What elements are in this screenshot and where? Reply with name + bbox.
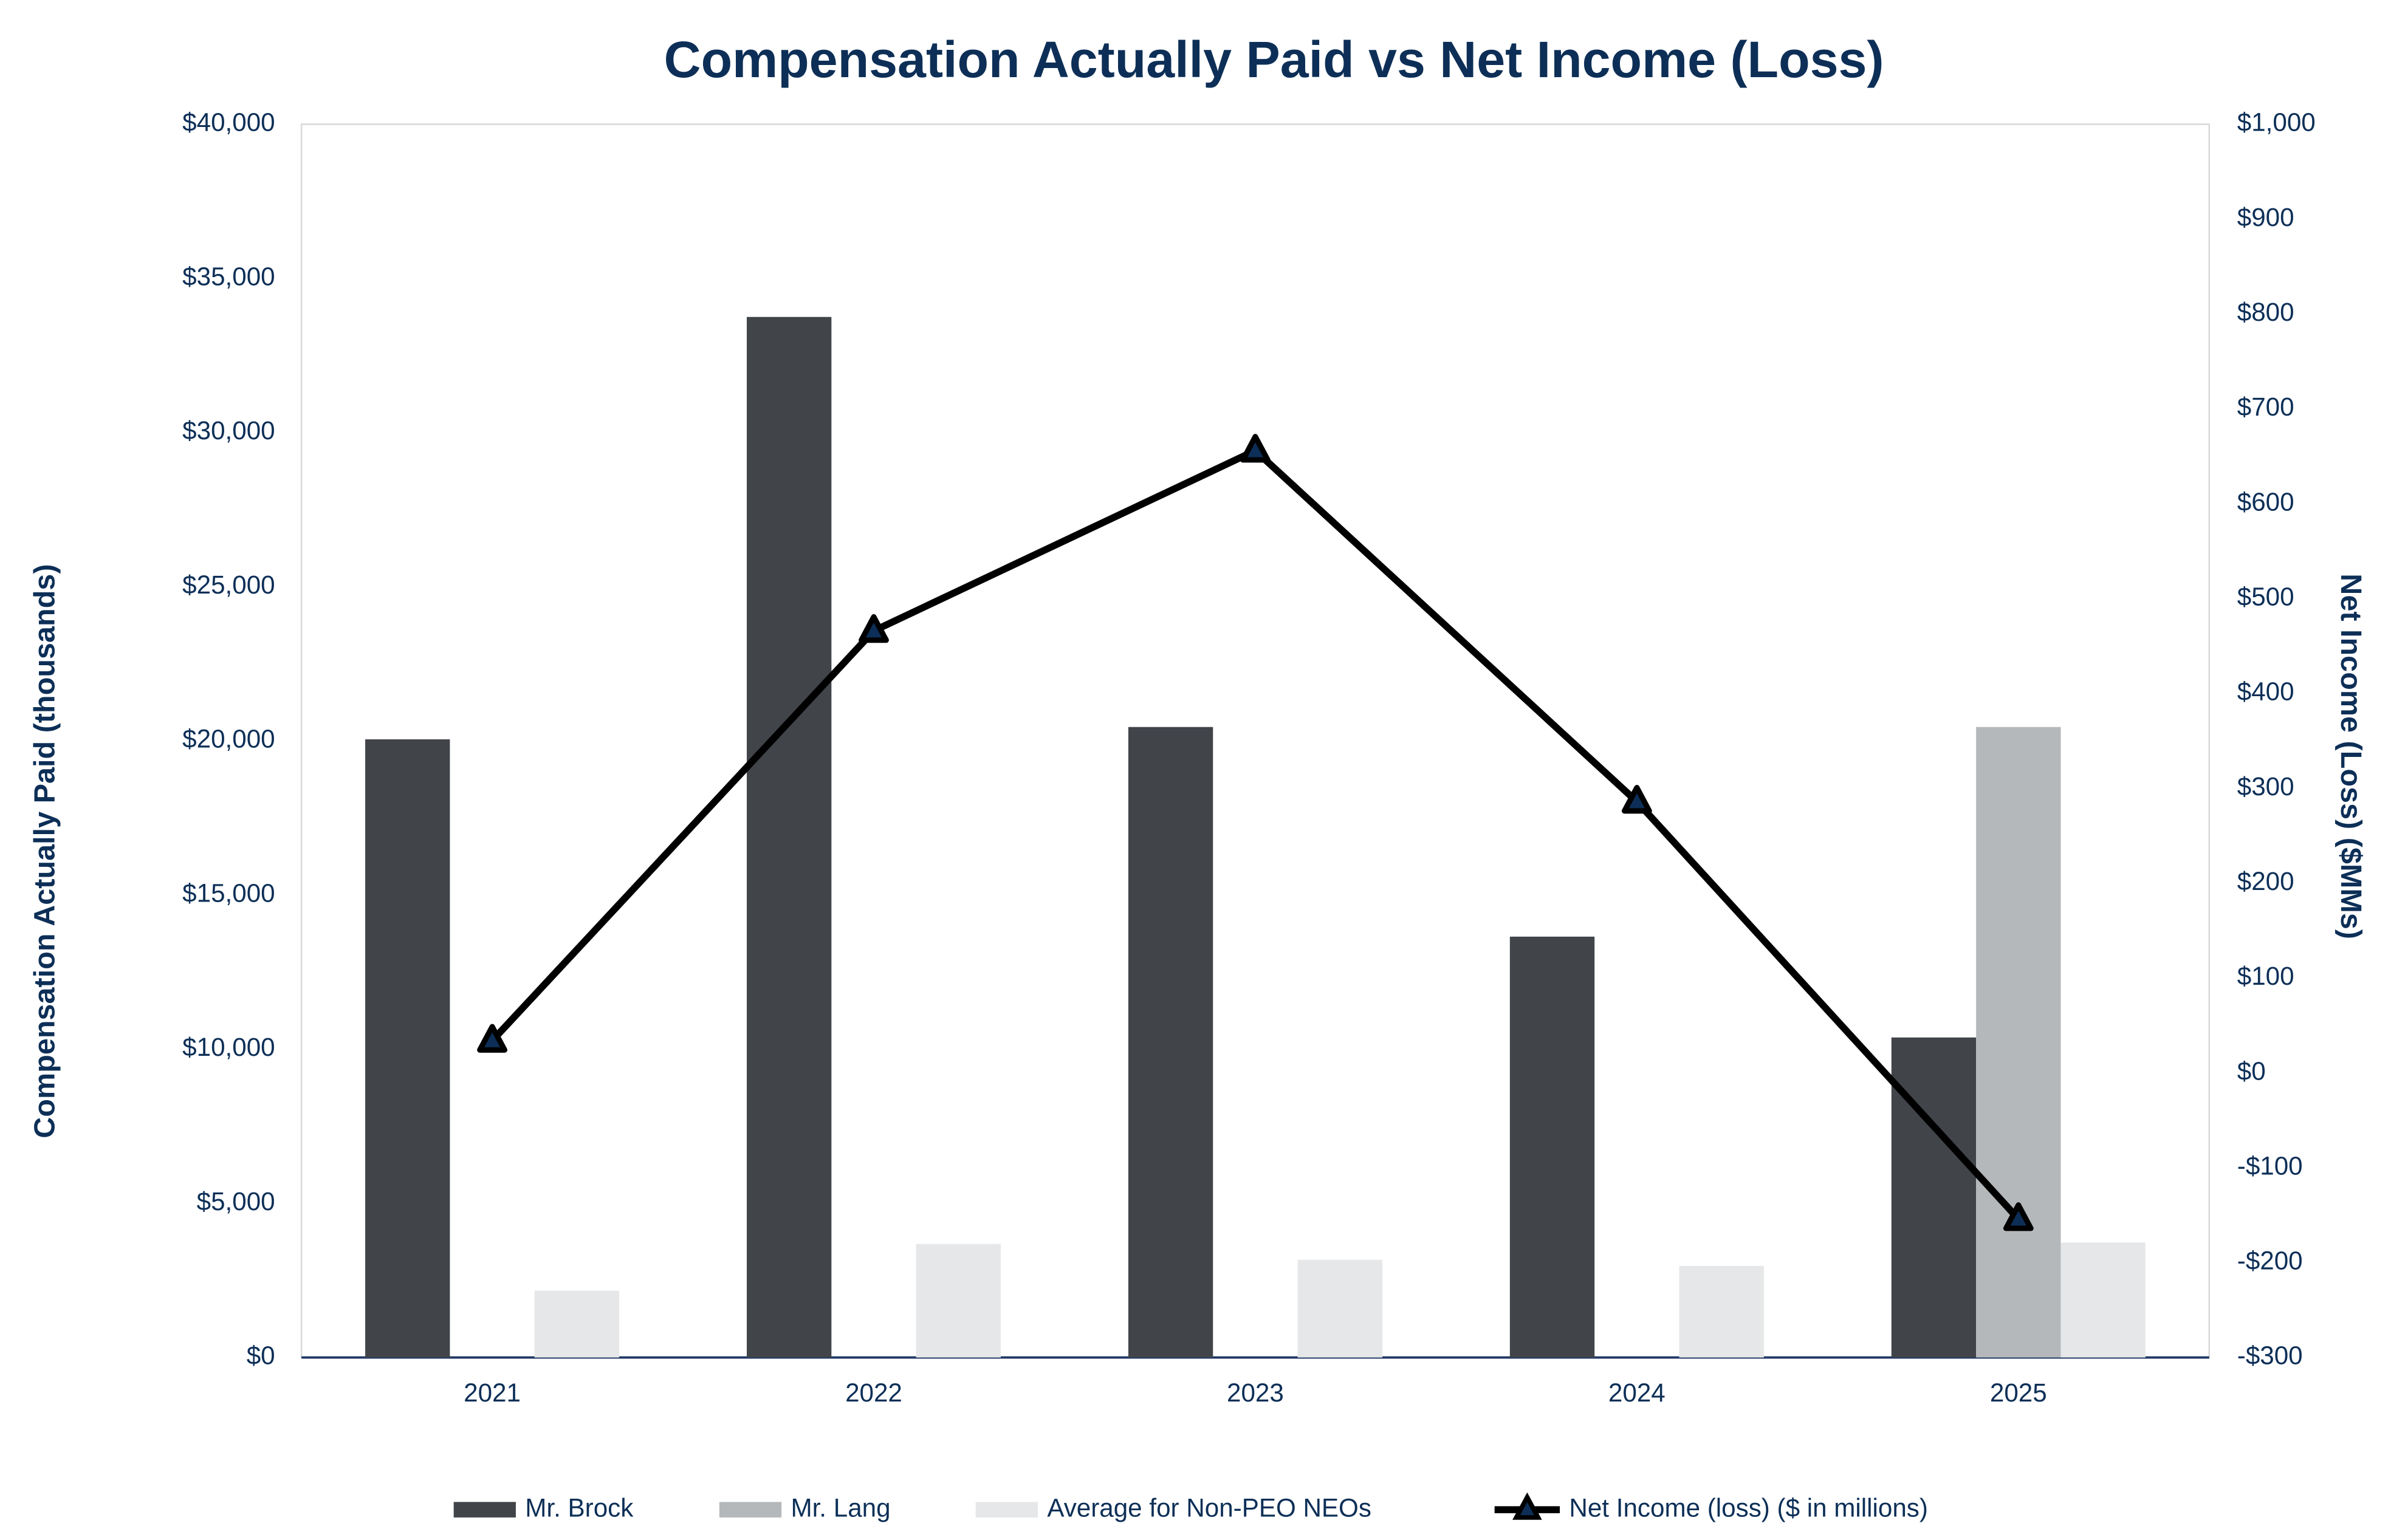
legend-label: Mr. Lang (791, 1493, 890, 1522)
legend-swatch (719, 1502, 782, 1518)
y2-tick-label: $600 (2237, 487, 2294, 516)
y-tick-label: $5,000 (197, 1187, 275, 1216)
legend-label: Mr. Brock (525, 1493, 634, 1522)
bar (1891, 1037, 1977, 1358)
line-marker (859, 614, 889, 643)
y2-tick-label: $200 (2237, 867, 2294, 895)
bar (1679, 1265, 1764, 1358)
bar (1976, 727, 2061, 1358)
y2-tick-label: $300 (2237, 772, 2294, 801)
bar (1297, 1259, 1382, 1358)
line-marker (2003, 1202, 2034, 1231)
y2-tick-label: $500 (2237, 582, 2294, 611)
bar (534, 1290, 620, 1358)
legend-swatch (975, 1502, 1038, 1518)
y-axis-label: Compensation Actually Paid (thousands) (29, 564, 61, 1138)
x-tick-label: 2021 (464, 1378, 521, 1407)
x-tick-label: 2025 (1990, 1378, 2047, 1407)
legend-label: Average for Non-PEO NEOs (1047, 1493, 1371, 1522)
line-marker (1240, 434, 1271, 463)
bar (365, 739, 450, 1358)
legend-label: Net Income (loss) ($ in millions) (1569, 1493, 1928, 1522)
y2-tick-label: $700 (2237, 392, 2294, 421)
y-tick-label: $35,000 (182, 262, 275, 290)
y-tick-label: $20,000 (182, 725, 275, 753)
legend-swatch (453, 1502, 516, 1518)
x-tick-label: 2024 (1608, 1378, 1666, 1407)
y-tick-label: $25,000 (182, 570, 275, 599)
line-marker (1621, 785, 1652, 814)
x-tick-label: 2023 (1227, 1378, 1284, 1407)
y2-tick-label: -$200 (2237, 1247, 2303, 1275)
bar (746, 317, 832, 1358)
y2-tick-label: -$300 (2237, 1341, 2303, 1370)
x-tick-label: 2022 (845, 1378, 902, 1407)
y-tick-label: $30,000 (182, 416, 275, 445)
y-tick-label: $0 (247, 1341, 275, 1370)
y2-axis-label: Net Income (Loss) ($MMs) (2335, 573, 2367, 939)
y2-tick-label: $0 (2237, 1056, 2266, 1085)
y2-tick-label: $100 (2237, 962, 2294, 990)
y2-tick-label: $900 (2237, 203, 2294, 231)
y-tick-label: $40,000 (182, 108, 275, 137)
bar (1128, 727, 1213, 1358)
bar (2060, 1242, 2146, 1358)
bar (1509, 936, 1595, 1358)
y-tick-label: $15,000 (182, 878, 275, 907)
line (489, 447, 2022, 1222)
chart-title: Compensation Actually Paid vs Net Income… (664, 31, 1884, 88)
y2-tick-label: $1,000 (2237, 108, 2316, 137)
line-marker (477, 1024, 507, 1053)
y2-tick-label: $800 (2237, 298, 2294, 326)
bar (916, 1244, 1001, 1358)
y-tick-label: $10,000 (182, 1033, 275, 1061)
legend-swatch-marker (1512, 1492, 1542, 1520)
y2-tick-label: $400 (2237, 677, 2294, 706)
y2-tick-label: -$100 (2237, 1151, 2303, 1180)
